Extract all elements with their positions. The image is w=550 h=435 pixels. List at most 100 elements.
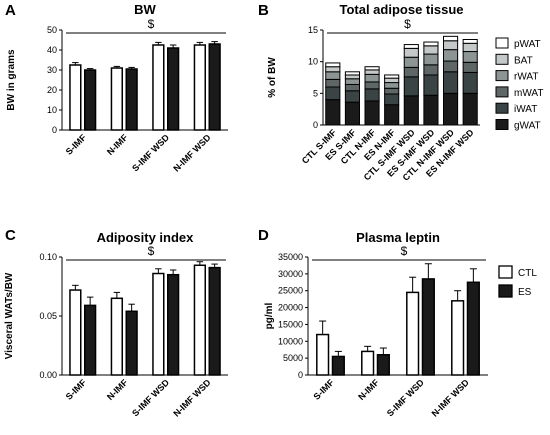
y-tick-label: 50 <box>47 25 57 35</box>
y-tick-label: 0 <box>313 120 318 130</box>
x-tick-label: N-IMF WSD <box>171 132 213 174</box>
panel-letter: D <box>258 227 269 244</box>
stack-segment <box>364 81 380 90</box>
bar <box>193 264 207 376</box>
legend-label: gWAT <box>514 121 541 132</box>
bar <box>208 43 221 131</box>
y-tick-label: 0.10 <box>39 252 57 262</box>
stack-segment <box>423 45 439 55</box>
bar <box>110 297 123 376</box>
y-tick-label: 0.05 <box>39 311 57 321</box>
x-tick-label: S-IMF WSD <box>130 132 171 173</box>
legend-label: pWAT <box>514 39 541 50</box>
panel-a: A BW BW in grams 0 10 20 30 40 50 $ S-IMF N-IMF S-IM… <box>5 2 228 174</box>
stack-segment <box>423 94 439 126</box>
bar <box>152 272 165 376</box>
stack-segment <box>403 56 419 68</box>
stack-segment <box>384 93 400 106</box>
x-tick-label: N-IMF <box>356 377 381 402</box>
stack-segment <box>364 69 380 75</box>
stack-segment <box>403 66 419 78</box>
bar <box>84 69 97 131</box>
stack-segment <box>384 87 400 95</box>
stack-segment <box>462 92 478 126</box>
y-axis-label: BW in grams <box>6 49 17 111</box>
stack-segment <box>344 101 361 126</box>
x-tick-label: S-IMF <box>64 377 89 402</box>
bar <box>193 44 207 131</box>
panel-d: D Plasma leptin pg/ml 0 5000 10000 15000 20000 2… <box>258 227 537 419</box>
stack-segment <box>325 78 341 88</box>
panel-letter: A <box>5 2 16 19</box>
legend: pWAT BAT rWAT mWAT iWAT gWAT <box>495 37 543 132</box>
stack-segment <box>364 73 380 83</box>
stack-segment <box>344 83 361 92</box>
bar <box>406 291 420 376</box>
y-tick-label: 10 <box>308 57 318 67</box>
y-tick-label: 30 <box>47 65 57 75</box>
legend-swatch <box>495 119 509 130</box>
stack-segment <box>442 40 459 51</box>
y-tick-label: 15 <box>308 25 318 35</box>
stack-segment <box>423 74 439 96</box>
bar <box>451 300 465 376</box>
y-tick-label: 30000 <box>278 269 303 279</box>
y-axis-label: % of BW <box>267 57 278 98</box>
significance-marker: $ <box>401 244 408 258</box>
x-tick-label: S-IMF WSD <box>385 377 426 418</box>
stack-segment <box>423 41 439 47</box>
bar <box>69 289 82 376</box>
legend: CTL ES <box>498 265 537 298</box>
legend-swatch <box>498 265 513 279</box>
stack-segment <box>364 88 380 102</box>
stack-segment <box>442 49 459 62</box>
stack-segment <box>384 74 400 79</box>
y-tick-label: 0 <box>52 125 57 135</box>
bar <box>331 355 345 376</box>
legend-swatch <box>495 70 509 82</box>
legend-label: ES <box>518 287 532 298</box>
bar <box>167 273 180 376</box>
stack-segment <box>462 39 478 44</box>
stack-segment <box>442 71 459 94</box>
bar <box>110 67 123 131</box>
significance-marker: $ <box>148 244 155 258</box>
panel-letter: C <box>5 227 16 244</box>
y-tick-label: 25000 <box>278 286 303 296</box>
panel-c: C Adiposity index Visceral WATs/BW 0.00 0.05… <box>4 227 228 419</box>
bar <box>167 47 180 131</box>
y-tick-label: 10000 <box>278 336 303 346</box>
y-tick-label: 5000 <box>283 353 303 363</box>
y-axis-label: Visceral WATs/BW <box>4 272 15 359</box>
x-tick-label: S-IMF <box>312 377 337 402</box>
x-tick-label: S-IMF WSD <box>130 377 171 418</box>
legend-label: CTL <box>518 268 537 279</box>
y-tick-label: 10 <box>47 105 57 115</box>
bar <box>316 333 330 376</box>
x-tick-label: S-IMF <box>64 132 89 157</box>
bar <box>84 304 97 376</box>
stack-segment <box>344 71 361 76</box>
stack-segment <box>403 47 419 58</box>
stack-segment <box>403 95 419 126</box>
y-tick-label: 35000 <box>278 252 303 262</box>
stack-segment <box>344 74 361 80</box>
legend-label: mWAT <box>514 88 543 99</box>
bar <box>376 354 390 376</box>
stack-segment <box>364 66 380 71</box>
y-tick-label: 0.00 <box>39 370 57 380</box>
bar <box>152 44 165 131</box>
panel-letter: B <box>258 2 269 19</box>
x-tick-label: N-IMF <box>105 132 130 157</box>
significance-marker: $ <box>404 17 411 31</box>
stack-segment <box>403 44 419 49</box>
stack-segment <box>325 62 341 68</box>
stack-segment <box>442 60 459 73</box>
stack-segment <box>384 77 400 84</box>
bar <box>361 350 375 376</box>
panel-title: Total adipose tissue <box>339 2 463 17</box>
panel-title: Plasma leptin <box>356 230 440 245</box>
y-tick-label: 15000 <box>278 319 303 329</box>
